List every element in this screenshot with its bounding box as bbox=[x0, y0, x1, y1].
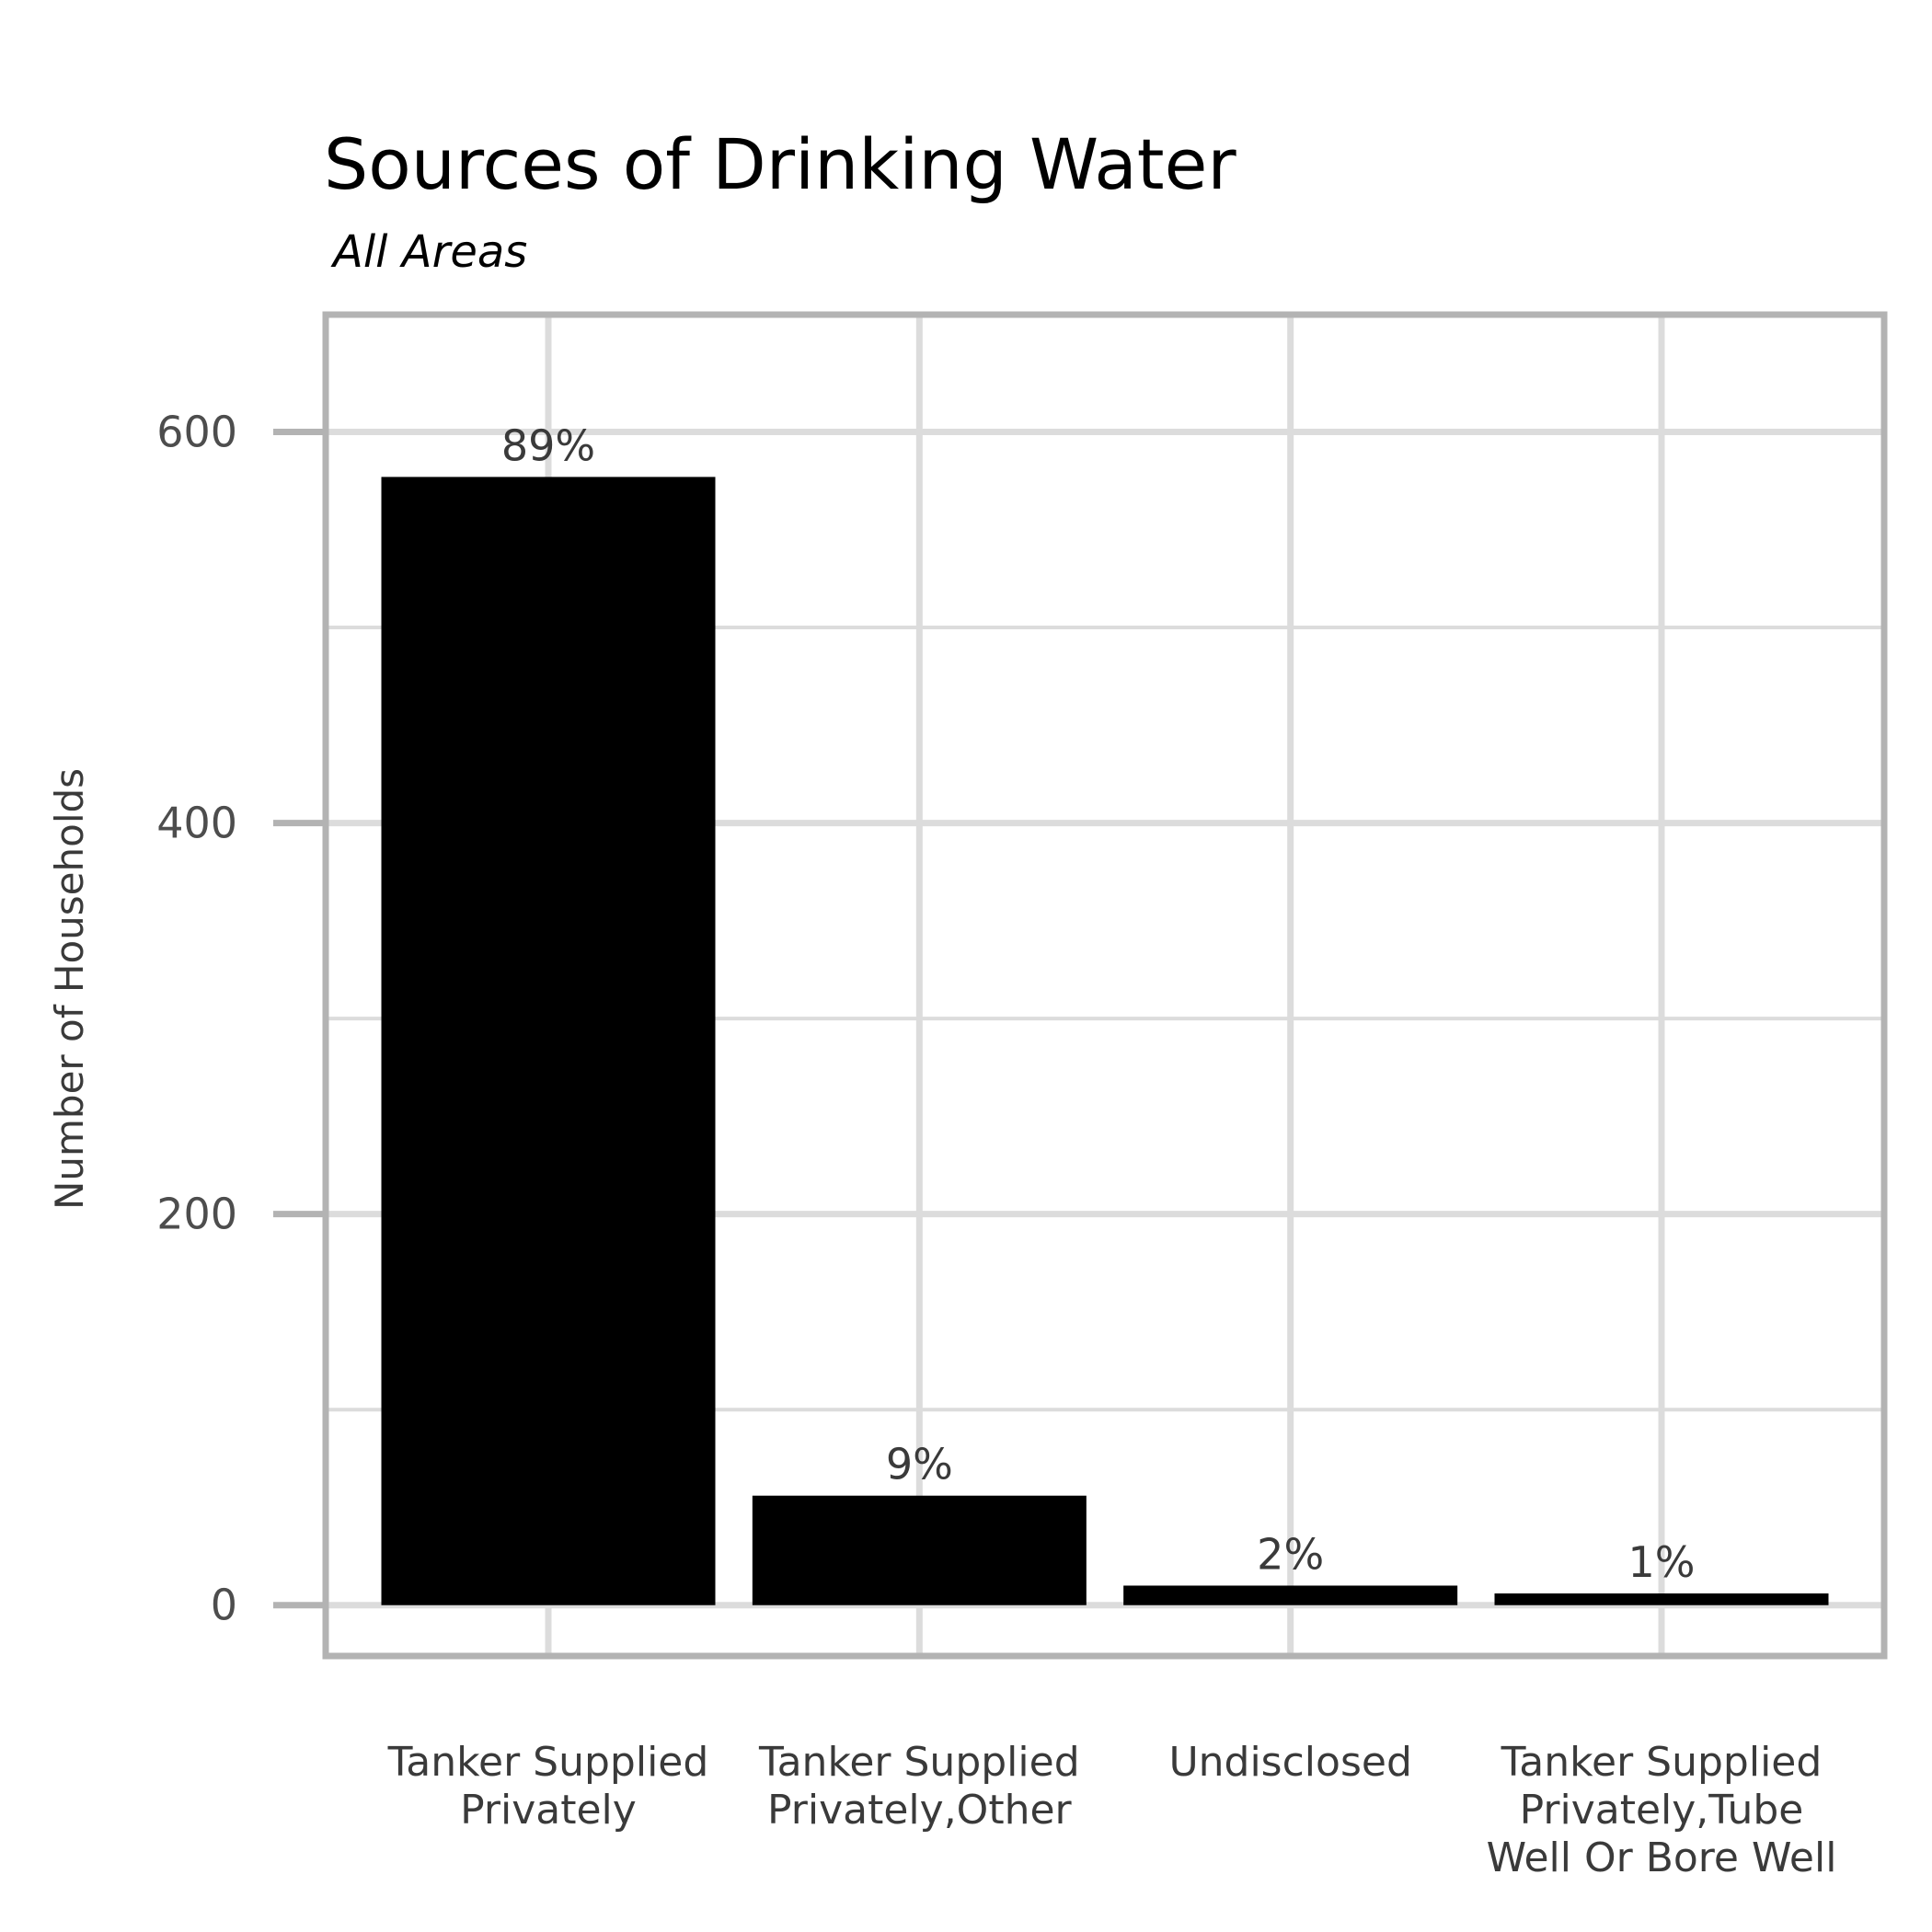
data-label: 89% bbox=[501, 420, 595, 470]
chart-title: Sources of Drinking Water bbox=[324, 123, 1236, 205]
y-tick-label: 400 bbox=[156, 799, 237, 848]
x-tick-label: Undisclosed bbox=[1168, 1739, 1411, 1786]
bars bbox=[381, 477, 1829, 1605]
data-labels: 89% 9% 2% 1% bbox=[501, 420, 1696, 1587]
x-tick-label: Tanker Supplied Privately,Other bbox=[758, 1739, 1080, 1834]
x-tick-label: Tanker Supplied Privately,Tube Well Or Bor… bbox=[1487, 1739, 1837, 1881]
plot-border bbox=[322, 311, 1888, 1660]
y-tick-label: 0 bbox=[211, 1581, 237, 1630]
bar bbox=[1494, 1593, 1829, 1605]
bar bbox=[1123, 1585, 1458, 1605]
data-label: 2% bbox=[1257, 1529, 1324, 1579]
bar bbox=[752, 1495, 1087, 1605]
x-axis: Tanker Supplied Privately Tanker Supplied P… bbox=[387, 1739, 1837, 1881]
y-tick-label: 200 bbox=[156, 1190, 237, 1239]
data-label: 9% bbox=[886, 1440, 953, 1489]
data-label: 1% bbox=[1628, 1537, 1696, 1587]
bar bbox=[381, 477, 716, 1605]
y-tick-label: 600 bbox=[156, 408, 237, 457]
y-axis: 0 200 400 600 bbox=[156, 408, 326, 1630]
chart-subtitle: All Areas bbox=[330, 226, 527, 278]
y-axis-title: Number of Households bbox=[47, 768, 92, 1210]
plot-frame bbox=[322, 311, 1888, 1660]
x-tick-label: Tanker Supplied Privately bbox=[387, 1739, 709, 1834]
